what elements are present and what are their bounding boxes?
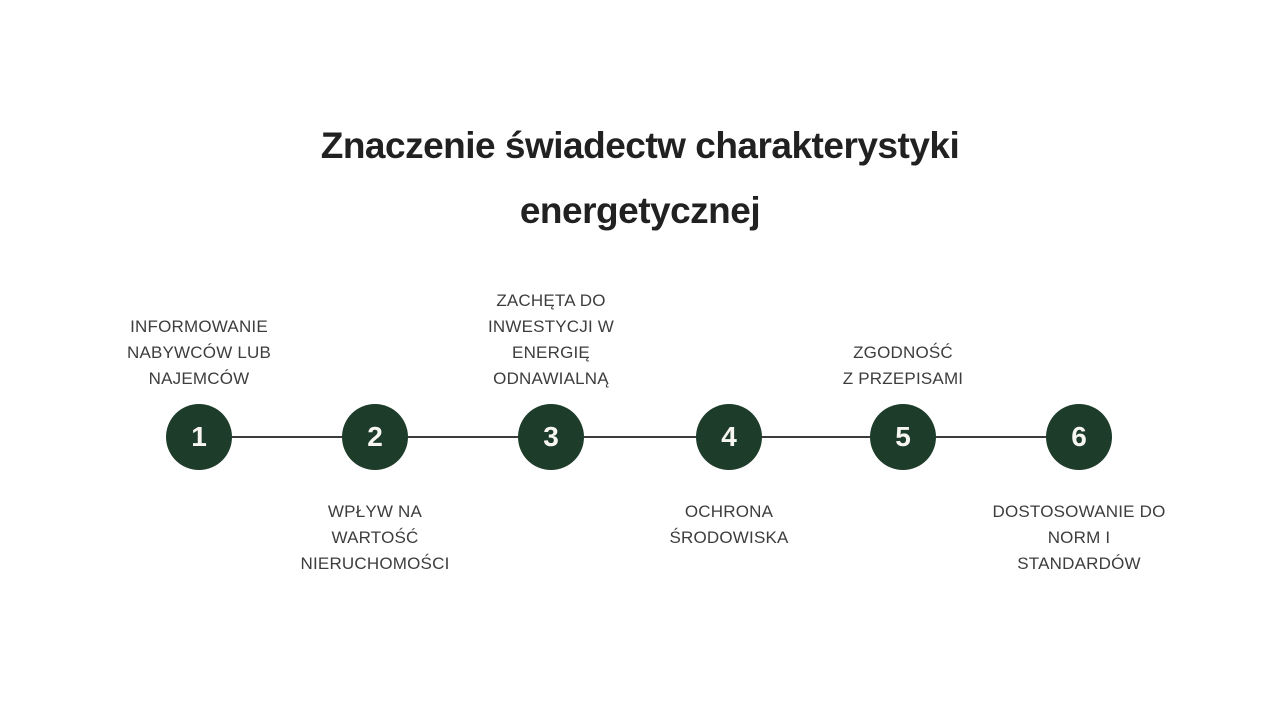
step-3-number: 3 (543, 421, 559, 452)
step-5-number: 5 (895, 421, 911, 452)
step-1-label: INFORMOWANIE NABYWCÓW LUB NAJEMCÓW (126, 317, 272, 388)
step-1-number: 1 (191, 421, 207, 452)
step-3-circle: 3 (518, 404, 584, 470)
step-6-label: DOSTOSOWANIE DO NORM I STANDARDÓW (992, 502, 1166, 573)
step-6-number: 6 (1071, 421, 1087, 452)
step-4-number: 4 (721, 421, 737, 452)
step-2-circle: 2 (342, 404, 408, 470)
step-5-circle: 5 (870, 404, 936, 470)
timeline-connector-line (199, 436, 1079, 438)
step-5-label: ZGODNOŚĆ Z PRZEPISAMI (842, 343, 964, 388)
page-title: Znaczenie świadectw charakterystyki ener… (320, 124, 960, 231)
step-6-circle: 6 (1046, 404, 1112, 470)
step-2-label: WPŁYW NA WARTOŚĆ NIERUCHOMOŚCI (300, 502, 450, 573)
step-1-circle: 1 (166, 404, 232, 470)
step-3-label: ZACHĘTA DO INWESTYCJI W ENERGIĘ ODNAWIAL… (487, 291, 615, 388)
step-4-label: OCHRONA ŚRODOWISKA (669, 502, 789, 547)
step-2-number: 2 (367, 421, 383, 452)
step-4-circle: 4 (696, 404, 762, 470)
